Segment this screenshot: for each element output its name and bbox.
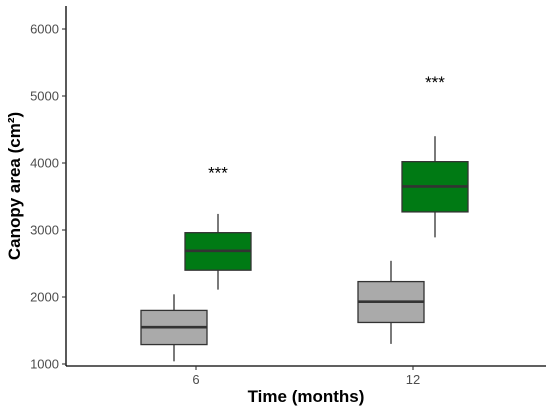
box-group: [401, 136, 469, 238]
box-group: [357, 260, 425, 344]
y-axis-title: Canopy area (cm²): [5, 112, 24, 260]
y-tick-label: 3000: [30, 223, 59, 238]
y-tick-label: 1000: [30, 357, 59, 372]
plot-annotations: *** ***: [208, 73, 445, 182]
box-group: [140, 294, 208, 362]
x-axis-ticks: 6 12: [192, 366, 420, 387]
y-tick-label: 4000: [30, 156, 59, 171]
x-tick-label: 6: [192, 372, 199, 387]
y-axis-ticks: 1000 2000 3000 4000 5000 6000: [30, 22, 66, 372]
x-axis-title: Time (months): [248, 387, 365, 406]
y-tick-label: 6000: [30, 22, 59, 37]
plot-boxes: [140, 136, 469, 362]
y-tick-label: 2000: [30, 290, 59, 305]
box-group: [184, 213, 252, 290]
y-tick-label: 5000: [30, 89, 59, 104]
significance-annotation: ***: [425, 73, 445, 92]
significance-annotation: ***: [208, 163, 228, 182]
x-tick-label: 12: [406, 372, 420, 387]
